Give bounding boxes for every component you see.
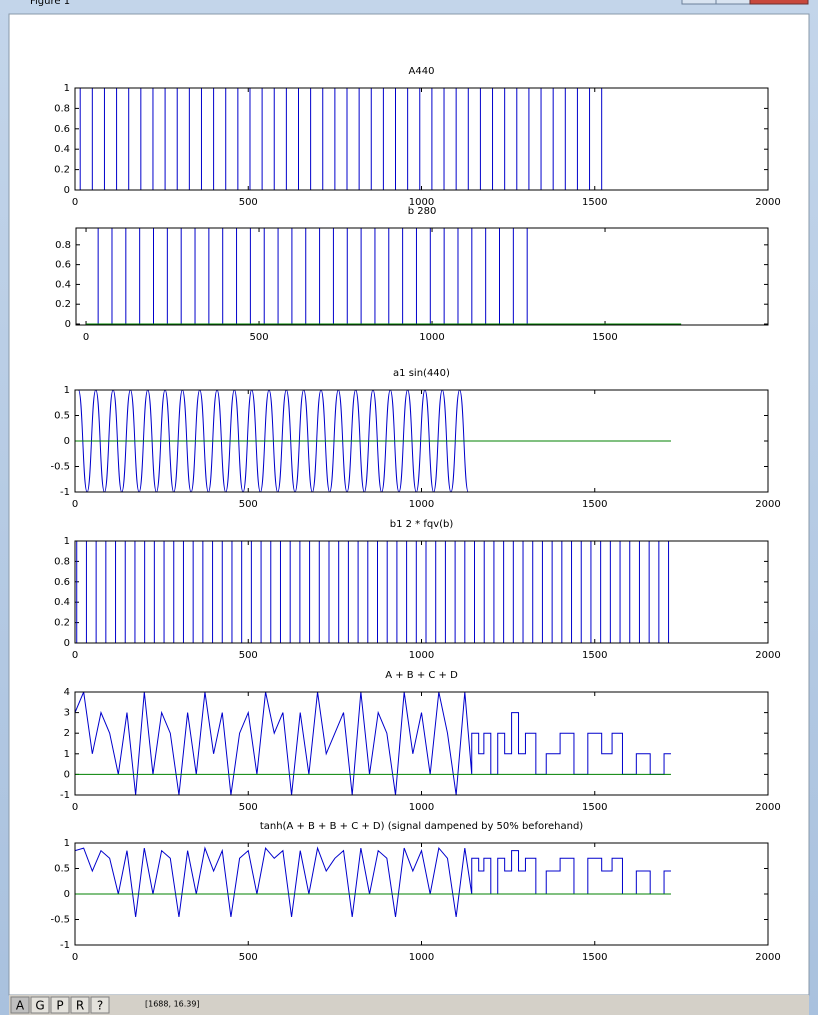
y-tick-label: 0 xyxy=(64,185,70,196)
toolbar-button[interactable] xyxy=(70,996,90,1014)
x-tick-label: 500 xyxy=(239,952,258,963)
y-tick-label: -0.5 xyxy=(50,462,70,473)
y-tick-label: 3 xyxy=(64,708,70,719)
x-tick-label: 0 xyxy=(72,197,78,208)
x-tick-label: 1500 xyxy=(582,952,607,963)
y-tick-label: 0.5 xyxy=(54,864,70,875)
x-tick-label: 2000 xyxy=(755,499,780,510)
y-tick-label: 0.4 xyxy=(55,279,71,290)
y-tick-label: 0.6 xyxy=(54,124,70,135)
window-title: Figure 1 xyxy=(30,0,70,7)
y-tick-label: 0 xyxy=(64,638,70,649)
axes-frame xyxy=(74,691,769,796)
y-tick-label: 1 xyxy=(64,83,70,94)
x-tick-label: 2000 xyxy=(755,650,780,661)
x-tick-label: 2000 xyxy=(755,952,780,963)
axes-title: a1 sin(440) xyxy=(393,368,450,379)
status-text: [1688, 16.39] xyxy=(145,1000,200,1009)
toolbar-button[interactable] xyxy=(50,996,70,1014)
x-tick-label: 1500 xyxy=(582,802,607,813)
x-tick-label: 500 xyxy=(239,499,258,510)
y-tick-label: -1 xyxy=(60,790,70,801)
series-group xyxy=(75,390,671,492)
toolbar-button[interactable] xyxy=(30,996,50,1014)
y-tick-label: 0.8 xyxy=(55,240,71,251)
axes-frame xyxy=(74,389,769,493)
toolbar-button[interactable] xyxy=(90,996,110,1014)
x-tick-label: 500 xyxy=(239,197,258,208)
axes-frame xyxy=(74,540,769,644)
y-tick-label: 4 xyxy=(64,687,70,698)
y-tick-label: 0.5 xyxy=(54,411,70,422)
y-tick-label: 0.4 xyxy=(54,144,70,155)
toolbar-button-label: R xyxy=(76,999,84,1013)
y-tick-label: -0.5 xyxy=(50,915,70,926)
toolbar-button-label: G xyxy=(35,999,44,1013)
x-tick-label: 1500 xyxy=(592,332,617,343)
x-tick-label: 1500 xyxy=(582,197,607,208)
axes-title: b1 2 * fqv(b) xyxy=(390,519,454,530)
y-tick-label: 1 xyxy=(64,385,70,396)
y-tick-label: -1 xyxy=(60,487,70,498)
y-tick-label: -1 xyxy=(60,940,70,951)
toolbar-button-label: A xyxy=(16,999,25,1013)
toolbar-button[interactable] xyxy=(10,996,30,1014)
series-group xyxy=(79,88,603,190)
minimize-button[interactable] xyxy=(681,0,717,5)
toolbar-button-label: ? xyxy=(97,999,103,1013)
x-tick-label: 1500 xyxy=(582,650,607,661)
y-tick-label: 0 xyxy=(64,436,70,447)
y-tick-label: 1 xyxy=(64,536,70,547)
x-tick-label: 0 xyxy=(72,650,78,661)
x-tick-label: 0 xyxy=(72,952,78,963)
y-tick-label: 0.2 xyxy=(54,165,70,176)
x-tick-label: 1000 xyxy=(409,650,434,661)
y-tick-label: 0.8 xyxy=(54,103,70,114)
toolbar-button-label: P xyxy=(56,999,63,1013)
x-tick-label: 0 xyxy=(83,332,89,343)
axes-title: tanh(A + B + B + C + D) (signal dampened… xyxy=(260,821,583,832)
y-tick-label: 0.6 xyxy=(55,260,71,271)
series-group xyxy=(76,541,670,643)
axes-title: b 280 xyxy=(408,206,437,217)
y-tick-label: 0.8 xyxy=(54,556,70,567)
x-tick-label: 1000 xyxy=(409,197,434,208)
y-tick-label: 1 xyxy=(64,749,70,760)
axes-frame xyxy=(74,87,769,191)
y-tick-label: 0 xyxy=(64,769,70,780)
x-tick-label: 1000 xyxy=(409,802,434,813)
axes-frame xyxy=(75,227,769,326)
close-button[interactable] xyxy=(749,0,809,5)
x-tick-label: 500 xyxy=(249,332,268,343)
axes-frame xyxy=(74,842,769,946)
series-group xyxy=(75,692,671,795)
x-tick-label: 500 xyxy=(239,650,258,661)
series-group xyxy=(75,846,671,918)
x-tick-label: 0 xyxy=(72,499,78,510)
x-tick-label: 1000 xyxy=(419,332,444,343)
plot-area xyxy=(8,13,810,996)
y-tick-label: 0 xyxy=(65,319,71,330)
x-tick-label: 1000 xyxy=(409,499,434,510)
y-tick-label: 0 xyxy=(64,889,70,900)
y-tick-label: 0.2 xyxy=(55,299,71,310)
x-tick-label: 1500 xyxy=(582,499,607,510)
x-tick-label: 2000 xyxy=(755,802,780,813)
x-tick-label: 500 xyxy=(239,802,258,813)
x-tick-label: 1000 xyxy=(409,952,434,963)
y-tick-label: 0.4 xyxy=(54,597,70,608)
y-tick-label: 1 xyxy=(64,838,70,849)
y-tick-label: 0.6 xyxy=(54,577,70,588)
maximize-button[interactable] xyxy=(715,0,751,5)
axes-title: A440 xyxy=(409,66,435,77)
y-tick-label: 2 xyxy=(64,728,70,739)
toolbar xyxy=(9,995,809,1015)
x-tick-label: 0 xyxy=(72,802,78,813)
y-tick-label: 0.2 xyxy=(54,618,70,629)
x-tick-label: 2000 xyxy=(755,197,780,208)
series-group xyxy=(86,228,682,325)
axes-title: A + B + C + D xyxy=(385,670,458,681)
